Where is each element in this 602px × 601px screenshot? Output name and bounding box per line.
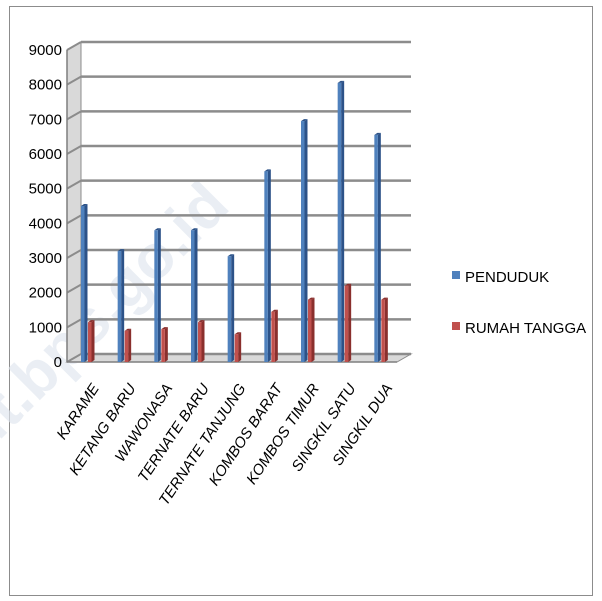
bar-side — [164, 327, 168, 362]
bar-side — [348, 283, 352, 362]
bar-top — [337, 80, 345, 83]
bar-side — [377, 132, 381, 362]
bar-front — [88, 322, 92, 362]
gridline-depth — [66, 214, 82, 225]
y-tick-label: 8000 — [29, 77, 62, 94]
y-tick-label: 2000 — [29, 285, 62, 302]
bar-penduduk — [301, 119, 308, 362]
bar-side — [84, 204, 88, 362]
y-tick-label: 1000 — [29, 319, 62, 336]
bar-top — [117, 249, 125, 252]
y-tick-label: 4000 — [29, 215, 62, 232]
legend-label-penduduk: PENDUDUK — [465, 269, 549, 286]
bar-top — [234, 332, 242, 335]
bar-rumah-tangga — [161, 327, 168, 362]
bar-side — [91, 320, 95, 362]
y-tick-label: 6000 — [29, 146, 62, 163]
gridline-depth — [66, 249, 82, 259]
y-tick-label: 0 — [54, 354, 62, 371]
bar-penduduk — [154, 228, 161, 362]
gridline-depth — [66, 41, 82, 51]
bar-front — [308, 299, 312, 362]
bar-penduduk — [227, 254, 235, 362]
bar-rumah-tangga — [88, 320, 95, 362]
bar-side — [231, 254, 235, 362]
bar-top — [81, 204, 88, 206]
bar-side — [384, 297, 388, 362]
bar-front — [301, 121, 305, 362]
y-tick-label: 5000 — [29, 181, 62, 198]
bar-penduduk — [191, 228, 198, 362]
y-tick-label: 3000 — [29, 250, 62, 267]
bar-front — [117, 251, 122, 362]
bar-penduduk — [264, 169, 271, 362]
y-tick-label: 7000 — [29, 111, 62, 128]
side-wall — [66, 41, 82, 363]
gridline-depth — [66, 283, 82, 294]
bar-side — [201, 320, 205, 362]
bar-front — [271, 311, 275, 362]
bar-rumah-tangga — [124, 328, 132, 362]
bar-top — [381, 297, 388, 300]
bar-penduduk — [81, 204, 88, 362]
bar-top — [198, 320, 205, 323]
bar-front — [337, 82, 342, 362]
bar-side — [304, 119, 308, 362]
gridline-depth — [66, 353, 82, 363]
gridline-depth — [66, 75, 82, 86]
y-tick-label: 9000 — [29, 42, 62, 59]
bar-side — [274, 309, 278, 362]
bar-top — [227, 254, 235, 257]
bar-rumah-tangga — [381, 297, 388, 362]
bar-penduduk — [374, 132, 381, 362]
bar-side — [121, 249, 125, 362]
bar-rumah-tangga — [198, 320, 205, 362]
bar-front — [374, 134, 378, 362]
bar-top — [301, 119, 308, 122]
gridline-depth — [66, 110, 82, 121]
bar-top — [344, 283, 352, 286]
bar-front — [227, 256, 232, 362]
bar-side — [157, 228, 161, 362]
bar-front — [264, 171, 268, 362]
bar-top — [374, 132, 381, 135]
legend-swatch-rumah-tangga — [452, 322, 460, 330]
bar-top — [308, 297, 315, 300]
bar-front — [124, 330, 129, 362]
bar-front — [234, 334, 239, 362]
legend-swatch-penduduk — [452, 271, 460, 279]
bar-side — [267, 169, 271, 362]
bar-penduduk — [117, 249, 125, 362]
bar-rumah-tangga — [308, 297, 315, 362]
bar-rumah-tangga — [344, 283, 352, 362]
bar-front — [154, 230, 158, 362]
bar-side — [194, 228, 198, 362]
bar-top — [88, 320, 95, 323]
bar-front — [81, 206, 85, 362]
bar-top — [161, 327, 168, 330]
bar-front — [198, 322, 202, 362]
bar-penduduk — [337, 80, 345, 362]
bar-top — [154, 228, 161, 231]
gridline-depth — [66, 318, 82, 329]
bar-front — [344, 285, 349, 362]
legend-label-rumah-tangga: RUMAH TANGGA — [465, 320, 586, 337]
bar-front — [191, 230, 195, 362]
bar-side — [311, 297, 315, 362]
bar-side — [341, 80, 345, 362]
bar-side — [238, 332, 242, 362]
bar-side — [128, 328, 132, 362]
gridline-depth — [66, 179, 82, 190]
gridline-depth — [66, 145, 82, 155]
bar-front — [381, 299, 385, 362]
bar-front — [161, 329, 165, 362]
bar-rumah-tangga — [234, 332, 242, 362]
bar-rumah-tangga — [271, 309, 278, 362]
bar-top — [191, 228, 198, 231]
bar-top — [264, 169, 271, 172]
bar-top — [124, 328, 132, 331]
bar-top — [271, 309, 278, 312]
